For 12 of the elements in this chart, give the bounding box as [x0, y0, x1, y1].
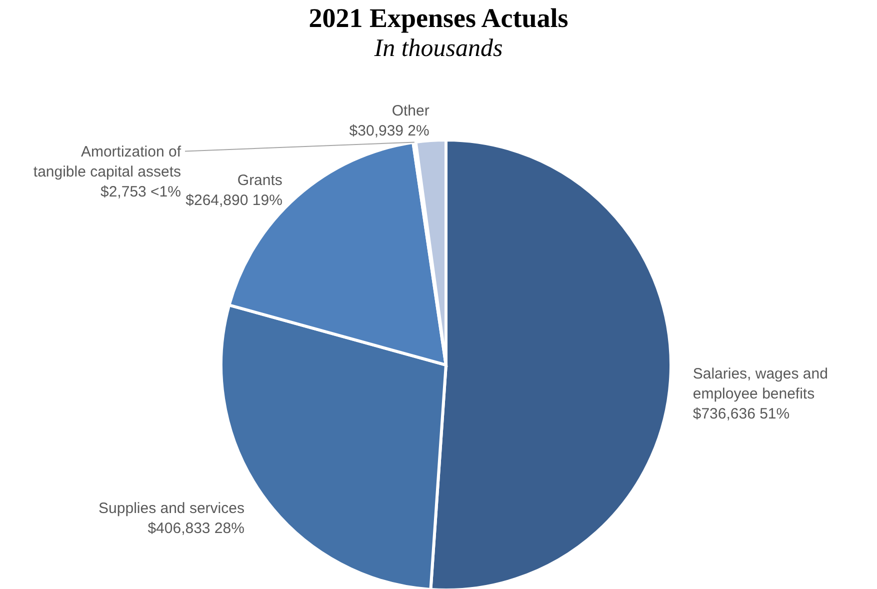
chart-subtitle: In thousands — [373, 35, 503, 62]
data-label: $264,890 19% — [186, 192, 282, 209]
data-label: $30,939 2% — [349, 122, 430, 140]
slice-label: Amortization of tangible capital assets — [33, 143, 182, 180]
slice-label: Supplies and services — [98, 500, 244, 517]
slice-label: Salaries, wages and employee benefits — [692, 365, 828, 402]
data-label: $406,833 28% — [148, 520, 244, 537]
data-label: $736,636 51% — [692, 405, 790, 422]
slice-label: Grants — [237, 172, 282, 189]
chart-title: 2021 Expenses Actuals — [308, 3, 568, 33]
data-label: $2,753 <1% — [100, 183, 181, 200]
slice-label: Other — [392, 102, 430, 120]
